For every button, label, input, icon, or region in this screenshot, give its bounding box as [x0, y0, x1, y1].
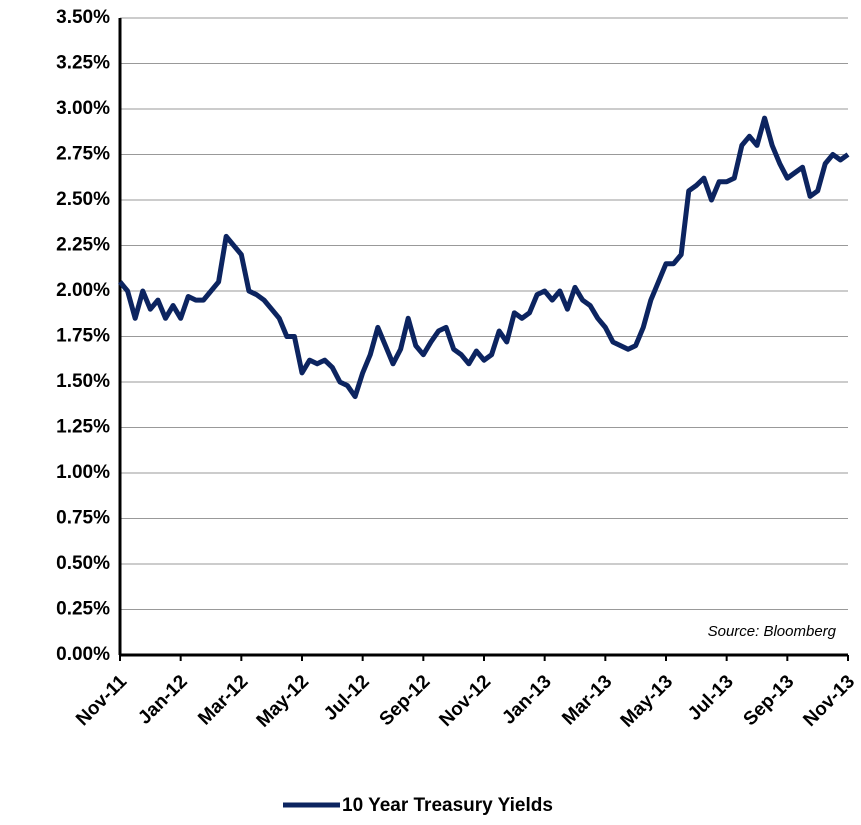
x-tick-label: Jan-12: [134, 671, 191, 728]
x-tick-label: Mar-13: [558, 671, 616, 729]
y-tick-label: 1.50%: [56, 371, 110, 392]
x-tick-label: Nov-11: [72, 671, 131, 730]
y-tick-label: 0.00%: [56, 644, 110, 665]
x-tick-label: Jul-13: [684, 671, 738, 725]
y-tick-label: 3.25%: [56, 53, 110, 74]
x-tick-label: Jan-13: [498, 671, 555, 728]
y-tick-label: 2.50%: [56, 189, 110, 210]
legend-label: 10 Year Treasury Yields: [342, 795, 553, 816]
y-tick-label: 3.50%: [56, 7, 110, 28]
x-tick-label: Nov-13: [799, 671, 859, 731]
y-tick-label: 3.00%: [56, 98, 110, 119]
y-tick-label: 1.75%: [56, 326, 110, 347]
x-tick-label: Sep-12: [376, 671, 435, 730]
y-tick-label: 0.50%: [56, 553, 110, 574]
x-tick-label: Mar-12: [194, 671, 252, 729]
y-tick-label: 0.25%: [56, 599, 110, 620]
x-tick-label: Nov-12: [435, 671, 495, 731]
x-tick-label: May-13: [617, 671, 677, 731]
x-tick-label: Jul-12: [320, 671, 374, 725]
source-note: Source: Bloomberg: [708, 623, 837, 640]
data-line: [118, 115, 850, 400]
y-tick-label: 0.75%: [56, 508, 110, 529]
y-tick-label: 1.00%: [56, 462, 110, 483]
x-tick-label: May-12: [253, 671, 313, 731]
y-tick-label: 2.00%: [56, 280, 110, 301]
x-tick-label: Sep-13: [740, 671, 799, 730]
y-tick-label: 1.25%: [56, 417, 110, 438]
y-tick-label: 2.75%: [56, 144, 110, 165]
y-tick-label: 2.25%: [56, 235, 110, 256]
